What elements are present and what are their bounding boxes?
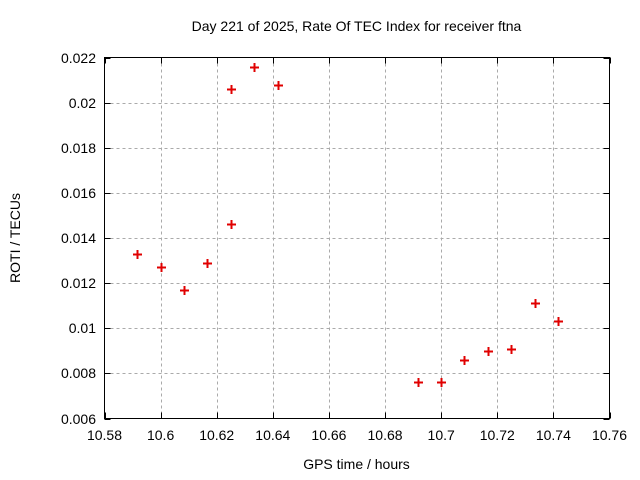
x-tick-label: 10.74 [535,427,571,443]
x-axis-label: GPS time / hours [303,456,410,472]
x-tick-label: 10.6 [146,427,175,443]
y-tick-label: 0.018 [60,139,96,156]
x-tick-label: 10.62 [199,427,235,443]
x-tick-label: 10.7 [427,427,455,443]
x-tick-label: 10.64 [255,427,291,443]
y-tick-label: 0.022 [60,49,96,66]
x-tick-label: 10.66 [311,427,347,443]
chart-title: Day 221 of 2025, Rate Of TEC Index for r… [191,18,522,34]
y-tick-label: 0.012 [60,275,96,292]
x-tick-label: 10.68 [367,427,403,443]
plot-border [104,57,610,419]
x-tick-label: 10.58 [86,427,123,443]
y-tick-label: 0.014 [60,230,96,246]
y-tick-label: 0.008 [60,365,96,382]
y-tick-label: 0.01 [68,320,96,337]
y-tick-label: 0.02 [68,94,96,111]
y-tick-label: 0.006 [60,410,96,427]
x-tick-label: 10.76 [591,427,628,443]
x-tick-label: 10.72 [479,427,515,443]
y-tick-label: 0.016 [60,184,96,201]
